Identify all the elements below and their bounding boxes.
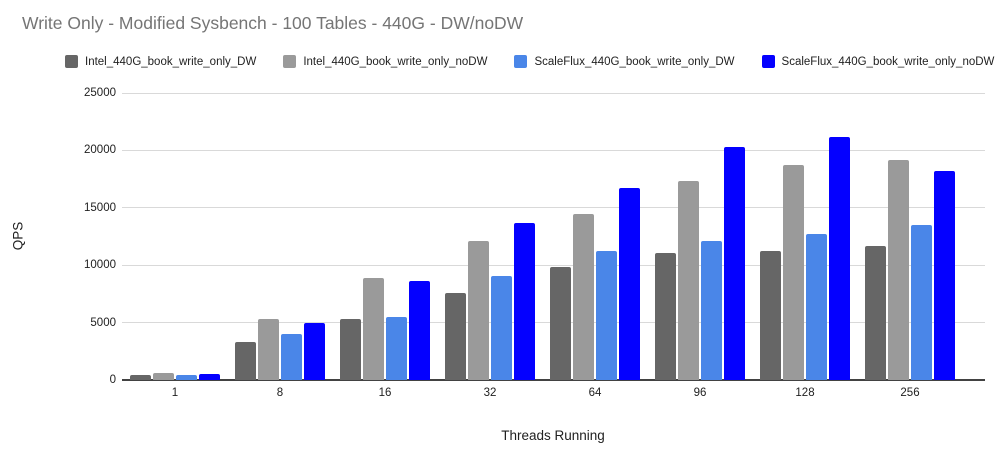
legend-item[interactable]: ScaleFlux_440G_book_write_only_DW bbox=[514, 55, 735, 68]
x-axis-title: Threads Running bbox=[501, 428, 605, 443]
x-tick-label: 96 bbox=[693, 387, 707, 399]
bar[interactable] bbox=[888, 160, 909, 380]
bar[interactable] bbox=[153, 373, 174, 380]
x-tick-label: 64 bbox=[588, 387, 602, 399]
bar[interactable] bbox=[409, 281, 430, 380]
bar[interactable] bbox=[304, 323, 325, 380]
bar[interactable] bbox=[829, 137, 850, 380]
plot-area: 1 8 16 32 64 96 128 256 bbox=[122, 92, 985, 399]
x-tick-label: 32 bbox=[483, 387, 497, 399]
bar[interactable] bbox=[176, 375, 197, 380]
y-tick-label: 20000 bbox=[84, 144, 116, 157]
chart-title: Write Only - Modified Sysbench - 100 Tab… bbox=[22, 13, 524, 33]
legend-label: ScaleFlux_440G_book_write_only_noDW bbox=[781, 55, 995, 68]
legend-label: ScaleFlux_440G_book_write_only_DW bbox=[534, 55, 735, 68]
bar[interactable] bbox=[468, 241, 489, 380]
bar[interactable] bbox=[760, 251, 781, 380]
legend-label: Intel_440G_book_write_only_DW bbox=[85, 55, 257, 68]
bar[interactable] bbox=[934, 171, 955, 380]
bar[interactable] bbox=[386, 317, 407, 380]
y-tick-label: 15000 bbox=[84, 201, 116, 214]
bar[interactable] bbox=[258, 319, 279, 380]
bar[interactable] bbox=[573, 214, 594, 380]
bar[interactable] bbox=[491, 276, 512, 380]
gridline bbox=[122, 92, 985, 94]
bar[interactable] bbox=[199, 374, 220, 380]
legend: Intel_440G_book_write_only_DW Intel_440G_… bbox=[65, 55, 994, 68]
y-axis-title: QPS bbox=[10, 221, 26, 251]
x-axis-line bbox=[122, 379, 985, 381]
y-tick-label: 25000 bbox=[84, 87, 116, 99]
bar[interactable] bbox=[596, 251, 617, 380]
bar[interactable] bbox=[806, 234, 827, 380]
y-tick-label: 10000 bbox=[84, 259, 116, 272]
x-tick-label: 1 bbox=[171, 387, 179, 399]
bar[interactable] bbox=[550, 267, 571, 380]
legend-item[interactable]: ScaleFlux_440G_book_write_only_noDW bbox=[761, 55, 995, 68]
y-tick-label: 5000 bbox=[90, 316, 116, 329]
gridline bbox=[122, 149, 985, 151]
bar[interactable] bbox=[678, 181, 699, 380]
x-tick-label: 256 bbox=[900, 387, 920, 399]
bar[interactable] bbox=[619, 188, 640, 380]
y-tick-label: 0 bbox=[109, 374, 116, 386]
legend-swatch-icon bbox=[761, 55, 775, 68]
bar[interactable] bbox=[783, 165, 804, 380]
bar[interactable] bbox=[235, 342, 256, 380]
x-tick-label: 8 bbox=[276, 387, 284, 399]
legend-label: Intel_440G_book_write_only_noDW bbox=[303, 55, 488, 68]
bar[interactable] bbox=[514, 223, 535, 380]
gridline bbox=[122, 207, 985, 209]
bar[interactable] bbox=[865, 246, 886, 380]
bar[interactable] bbox=[363, 278, 384, 380]
bar[interactable] bbox=[130, 375, 151, 380]
bar[interactable] bbox=[655, 253, 676, 380]
legend-item[interactable]: Intel_440G_book_write_only_noDW bbox=[283, 55, 487, 68]
bar[interactable] bbox=[281, 334, 302, 380]
bar[interactable] bbox=[445, 293, 466, 380]
x-tick-label: 128 bbox=[795, 387, 815, 399]
legend-swatch-icon bbox=[65, 55, 78, 68]
bar[interactable] bbox=[701, 241, 722, 380]
x-tick-label: 16 bbox=[378, 387, 392, 399]
bar[interactable] bbox=[724, 147, 745, 380]
legend-swatch-icon bbox=[283, 55, 297, 68]
legend-item[interactable]: Intel_440G_book_write_only_DW bbox=[65, 55, 256, 68]
legend-swatch-icon bbox=[514, 55, 528, 68]
gridline bbox=[122, 264, 985, 266]
bar[interactable] bbox=[340, 319, 361, 380]
bar[interactable] bbox=[911, 225, 932, 380]
